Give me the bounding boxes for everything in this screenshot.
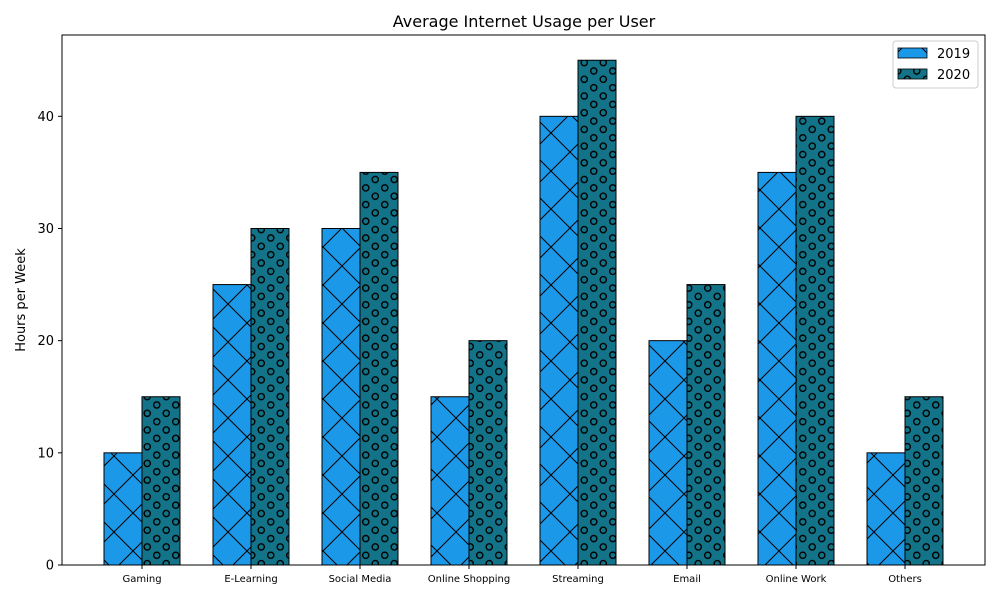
bar-2020-streaming <box>577 59 617 566</box>
bar-2020-social-media <box>359 171 399 566</box>
x-tick-label-online-shopping: Online Shopping <box>428 574 510 585</box>
bar-2020-email <box>686 284 726 566</box>
bar-2019-gaming <box>103 452 143 566</box>
bar-2020-e-learning <box>250 227 290 566</box>
x-tick-label-email: Email <box>673 574 701 585</box>
legend-swatch-2020 <box>897 68 928 80</box>
bar-2019-social-media <box>321 227 361 566</box>
y-tick-label-20: 20 <box>37 334 54 349</box>
bar-2019-email <box>648 340 688 566</box>
x-tick-label-e-learning: E-Learning <box>224 574 277 585</box>
x-tick-label-others: Others <box>888 574 922 585</box>
x-tick-label-social-media: Social Media <box>329 574 392 585</box>
legend-label-2020: 2020 <box>937 68 970 83</box>
chart-title: Average Internet Usage per User <box>393 12 656 31</box>
y-tick-label-30: 30 <box>37 222 54 237</box>
bar-2019-online-work <box>757 171 797 566</box>
bar-2019-e-learning <box>212 284 252 566</box>
y-axis-label: Hours per Week <box>14 248 29 352</box>
y-tick-label-0: 0 <box>46 559 54 574</box>
x-tick-label-online-work: Online Work <box>766 574 827 585</box>
legend-label-2019: 2019 <box>937 47 970 62</box>
plot-area-frame <box>61 34 986 566</box>
bar-2020-online-work <box>795 115 835 566</box>
legend-swatch-2019 <box>897 47 928 59</box>
x-tick-label-streaming: Streaming <box>552 574 604 585</box>
x-axis-ticks: Gaming E-Learning Social Media Online Shopp… <box>122 565 922 585</box>
bar-2020-online-shopping <box>468 340 508 566</box>
bar-2019-online-shopping <box>430 396 470 566</box>
y-tick-label-40: 40 <box>37 110 54 125</box>
x-tick-label-gaming: Gaming <box>122 574 161 585</box>
y-axis-ticks: 0 10 20 30 40 <box>37 110 62 574</box>
bar-2019-others <box>866 452 906 566</box>
bar-2019-streaming <box>539 115 579 566</box>
y-tick-label-10: 10 <box>37 446 54 461</box>
bar-2020-others <box>904 396 944 566</box>
legend: 2019 2020 <box>892 40 979 89</box>
bars-group <box>103 59 944 566</box>
bar-2020-gaming <box>141 396 181 566</box>
